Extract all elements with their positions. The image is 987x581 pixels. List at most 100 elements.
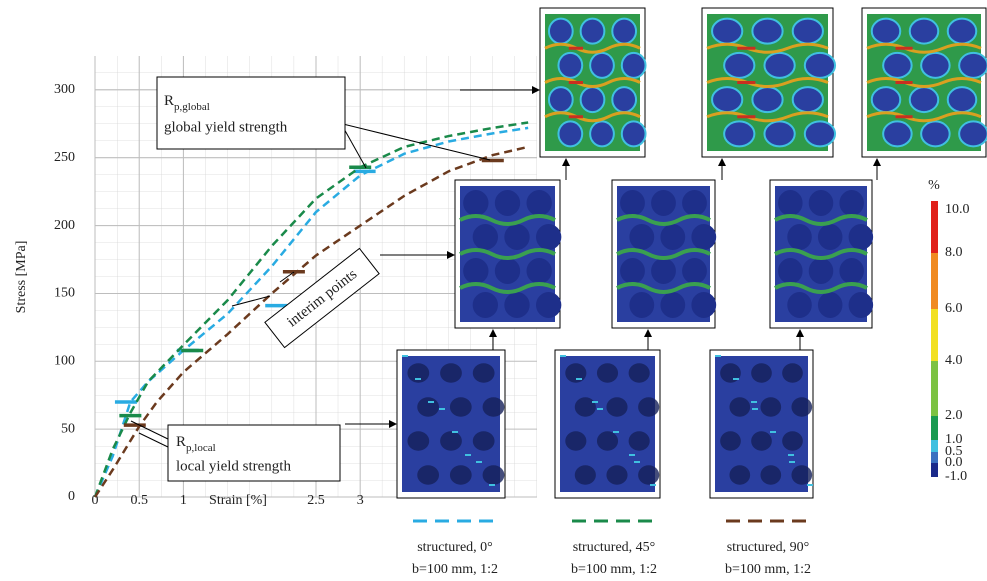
panel-blob	[574, 465, 596, 485]
x-tick-label: 2.5	[307, 493, 325, 508]
panel-band	[544, 77, 641, 88]
panel-blob	[628, 363, 650, 383]
panel-band	[544, 42, 641, 54]
leader-line	[231, 295, 271, 307]
panel-blob	[526, 190, 552, 216]
leader-line	[130, 420, 171, 441]
panel-blob	[751, 86, 784, 114]
annotation-text: global yield strength	[164, 119, 288, 135]
panel-blob	[463, 258, 489, 284]
colorbar-segment	[931, 309, 938, 361]
panel-blob	[791, 465, 813, 485]
panel-band	[616, 214, 711, 226]
panel-band	[866, 111, 982, 123]
panel-blob	[417, 465, 440, 485]
panel-blob	[526, 258, 552, 284]
panel-blob	[417, 397, 440, 417]
panel-band	[774, 282, 868, 294]
panel-band	[706, 111, 829, 123]
colorbar-segment	[931, 253, 938, 309]
colorbar-tick-label: 0.0	[945, 455, 963, 470]
annotation-local: Rp,local local yield strength	[130, 420, 341, 482]
panel-blob	[620, 51, 647, 79]
panel-blob	[565, 431, 587, 451]
panel-blob	[691, 224, 717, 250]
panel-blob	[660, 224, 686, 250]
panel-blob	[574, 397, 596, 417]
panel-blob	[751, 363, 772, 383]
x-axis-label: Strain [%]	[209, 493, 267, 508]
colorbar-tick-label: -1.0	[945, 469, 967, 484]
panel-blob	[557, 120, 584, 148]
panel-blob	[882, 51, 913, 79]
panel-blob	[751, 431, 772, 451]
panel-blob	[729, 465, 751, 485]
panel-blob	[908, 86, 940, 114]
annotation-box	[264, 247, 380, 349]
panel-blob	[839, 258, 864, 284]
colorbar: 10.0 8.0 6.0 4.0 2.0 1.00.50.0-1.0	[931, 201, 970, 484]
panel-blob	[817, 292, 843, 318]
panel-blob	[782, 431, 803, 451]
panel-band	[544, 111, 641, 123]
panel-blob	[611, 86, 638, 114]
y-axis-label: Stress [MPa]	[14, 241, 29, 314]
legend-label: structured, 0°	[417, 540, 493, 555]
colorbar-segment	[931, 440, 938, 452]
panel-blob	[848, 292, 874, 318]
panel-band	[616, 282, 711, 294]
panel-blob	[848, 224, 874, 250]
panel-blob	[611, 17, 638, 45]
arrows	[345, 86, 881, 428]
leader-line	[279, 271, 295, 283]
colorbar-tick-label: 2.0	[945, 408, 963, 423]
panel-blob	[791, 397, 813, 417]
x-tick-label: 1	[180, 493, 187, 508]
panel-blob	[407, 363, 430, 383]
panel-blob	[723, 120, 756, 148]
y-tick-label: 300	[54, 82, 75, 97]
panel-blob	[606, 465, 628, 485]
panel-band	[706, 42, 829, 54]
panel-blob	[504, 292, 530, 318]
panel-blob	[504, 224, 530, 250]
panel-blob	[472, 224, 499, 250]
colorbar-tick-label: 10.0	[945, 202, 970, 217]
panel-blob	[946, 86, 978, 114]
x-tick-label: 0	[92, 493, 99, 508]
y-tick-label: 200	[54, 218, 75, 233]
annotation-box	[156, 76, 346, 150]
colorbar-segment	[931, 361, 938, 416]
panel-blob	[711, 86, 744, 114]
panel-blob	[958, 120, 987, 148]
panel-blob	[620, 190, 645, 216]
panel-blob	[760, 397, 782, 417]
curve	[93, 121, 529, 498]
panel-blob	[579, 86, 606, 114]
panel-blob	[870, 17, 902, 45]
strain-maps	[396, 7, 987, 499]
panel-blob	[449, 465, 472, 485]
panel-blob	[628, 431, 650, 451]
legend: structured, 0° b=100 mm, 1:2 structured, 4…	[412, 519, 811, 577]
panel-blob	[870, 86, 902, 114]
panel-blob	[620, 120, 647, 148]
panel-blob	[638, 465, 660, 485]
panel-blob	[606, 397, 628, 417]
panel-blob	[494, 190, 521, 216]
annotation-text: local yield strength	[176, 458, 291, 474]
panel-blob	[651, 190, 676, 216]
panel-blob	[557, 51, 584, 79]
panel-blob	[839, 190, 864, 216]
panel-blob	[751, 17, 784, 45]
panel-blob	[651, 258, 676, 284]
legend-detail: b=100 mm, 1:2	[571, 562, 657, 577]
curve	[93, 126, 529, 498]
annotation-text: Rp,local	[176, 434, 216, 453]
panel-blob	[787, 224, 812, 250]
panel-blob	[589, 51, 615, 79]
panel-blob	[720, 363, 741, 383]
legend-detail: b=100 mm, 1:2	[412, 562, 498, 577]
panel-band	[774, 248, 868, 260]
